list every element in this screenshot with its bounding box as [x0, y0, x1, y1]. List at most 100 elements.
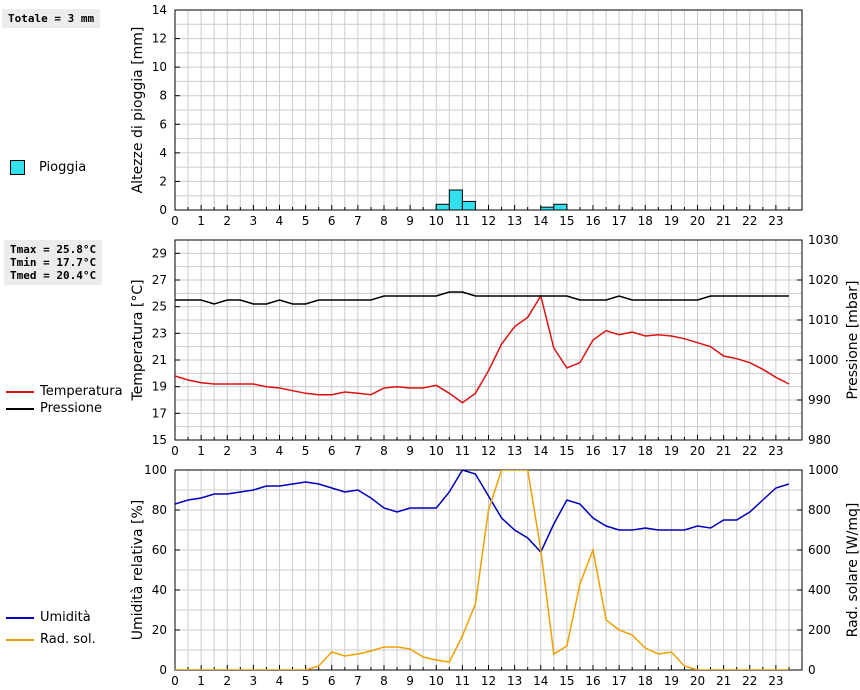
x-tick-label: 2 — [223, 674, 231, 688]
y-tick-label: 8 — [159, 89, 167, 103]
y-tick-label: 15 — [152, 433, 167, 447]
y-tick-label: 2 — [159, 174, 167, 188]
rain-bar — [553, 203, 568, 211]
x-tick-label: 7 — [354, 214, 362, 228]
y-tick-label: 27 — [152, 273, 167, 287]
tmax-text: Tmax = 25.8°C — [10, 243, 97, 256]
y-tick-label: 4 — [159, 146, 167, 160]
y-tick-label: 12 — [152, 32, 167, 46]
x-tick-label: 22 — [742, 214, 757, 228]
x-tick-label: 8 — [380, 444, 388, 458]
x-tick-label: 11 — [455, 674, 470, 688]
y2-tick-label: 990 — [808, 393, 831, 407]
rain-bar — [448, 189, 463, 211]
y2-tick-label: 980 — [808, 433, 831, 447]
y2-tick-label: 1000 — [808, 463, 839, 477]
x-tick-label: 13 — [507, 674, 522, 688]
x-tick-label: 13 — [507, 444, 522, 458]
x-tick-label: 21 — [716, 444, 731, 458]
x-tick-label: 4 — [276, 674, 284, 688]
x-tick-label: 8 — [380, 674, 388, 688]
x-tick-label: 23 — [768, 674, 783, 688]
rain-total-box: Totale = 3 mm — [2, 9, 101, 28]
y2-tick-label: 1010 — [808, 313, 839, 327]
x-tick-label: 6 — [328, 444, 336, 458]
legend-solar: Rad. sol. — [6, 632, 96, 647]
y-tick-label: 100 — [144, 463, 167, 477]
y-tick-label: 0 — [159, 663, 167, 677]
x-tick-label: 10 — [429, 674, 444, 688]
x-tick-label: 14 — [533, 214, 548, 228]
x-tick-label: 0 — [171, 444, 179, 458]
legend-rain-swatch — [10, 160, 25, 175]
series-line-rad-sol — [175, 470, 789, 670]
y-axis-title: Altezze di pioggia [mm] — [130, 27, 146, 194]
x-tick-label: 23 — [768, 444, 783, 458]
x-tick-label: 16 — [585, 674, 600, 688]
legend-rain-label: Pioggia — [39, 160, 87, 175]
y-tick-label: 20 — [152, 623, 167, 637]
y2-axis-title: Rad. solare [W/mq] — [845, 503, 860, 638]
legend-pressure-label: Pressione — [40, 401, 103, 416]
x-tick-label: 11 — [455, 214, 470, 228]
x-tick-label: 23 — [768, 214, 783, 228]
x-tick-label: 14 — [533, 674, 548, 688]
y-tick-label: 17 — [152, 406, 167, 420]
x-tick-label: 10 — [429, 444, 444, 458]
x-tick-label: 0 — [171, 674, 179, 688]
x-tick-label: 16 — [585, 444, 600, 458]
legend-pressure-swatch — [6, 407, 34, 410]
x-tick-label: 5 — [302, 444, 310, 458]
x-tick-label: 20 — [690, 444, 705, 458]
x-tick-label: 9 — [406, 444, 414, 458]
x-tick-label: 15 — [559, 444, 574, 458]
y2-tick-label: 800 — [808, 503, 831, 517]
x-tick-label: 5 — [302, 214, 310, 228]
y-tick-label: 25 — [152, 300, 167, 314]
temperature-stats-box: Tmax = 25.8°C Tmin = 17.7°C Tmed = 20.4°C — [4, 240, 103, 285]
x-tick-label: 3 — [250, 674, 258, 688]
x-tick-label: 12 — [481, 674, 496, 688]
legend-humidity-swatch — [6, 616, 34, 619]
x-tick-label: 12 — [481, 214, 496, 228]
rain-bar — [435, 203, 450, 211]
x-tick-label: 8 — [380, 214, 388, 228]
x-tick-label: 1 — [197, 674, 205, 688]
legend-solar-swatch — [6, 638, 34, 641]
legend-temperature-label: Temperatura — [40, 384, 123, 399]
x-tick-label: 2 — [223, 444, 231, 458]
y-tick-label: 21 — [152, 353, 167, 367]
x-tick-label: 16 — [585, 214, 600, 228]
x-tick-label: 11 — [455, 444, 470, 458]
x-tick-label: 17 — [611, 444, 626, 458]
x-tick-label: 15 — [559, 674, 574, 688]
tmed-text: Tmed = 20.4°C — [10, 269, 97, 282]
y-tick-label: 10 — [152, 60, 167, 74]
x-tick-label: 2 — [223, 214, 231, 228]
x-tick-label: 3 — [250, 214, 258, 228]
series-line-temperatura — [175, 294, 790, 404]
x-tick-label: 1 — [197, 214, 205, 228]
x-tick-label: 1 — [197, 444, 205, 458]
x-tick-label: 17 — [611, 214, 626, 228]
y2-tick-label: 600 — [808, 543, 831, 557]
y-tick-label: 19 — [152, 380, 167, 394]
y-tick-label: 29 — [152, 246, 167, 260]
rain-bar — [540, 206, 555, 211]
x-tick-label: 7 — [354, 674, 362, 688]
x-tick-label: 4 — [276, 214, 284, 228]
x-tick-label: 6 — [328, 214, 336, 228]
x-tick-label: 21 — [716, 214, 731, 228]
x-tick-label: 7 — [354, 444, 362, 458]
chart-panel-2: 0 1 2 3 4 5 6 7 8 9 10 11 12 13 14 15 16 17 18 19 20 21 22 2315… — [130, 233, 860, 458]
series-line-umidit — [175, 470, 790, 554]
y2-tick-label: 1030 — [808, 233, 839, 247]
legend-temperature-swatch — [6, 390, 34, 393]
chart-panel-1: 0 1 2 3 4 5 6 7 8 9 10 11 12 13 14 15 16 17 18 19 20 21 22 2302… — [130, 3, 803, 228]
y2-tick-label: 200 — [808, 623, 831, 637]
y-tick-label: 6 — [159, 117, 167, 131]
x-tick-label: 17 — [611, 674, 626, 688]
x-tick-label: 9 — [406, 214, 414, 228]
rain-bar — [461, 200, 476, 211]
